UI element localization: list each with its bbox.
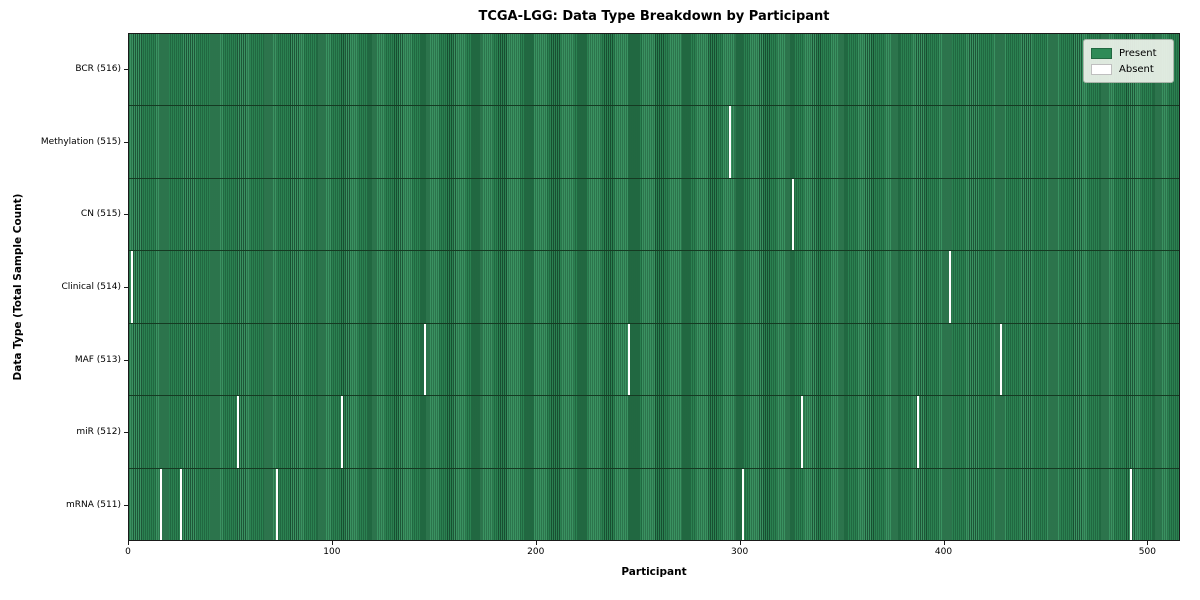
absent-stripe — [916, 396, 919, 468]
absent-stripe — [792, 178, 795, 251]
absent-stripe — [159, 468, 162, 540]
y-tick-label: BCR (516) — [75, 64, 121, 75]
legend-label-present: Present — [1119, 47, 1157, 59]
legend: Present Absent — [1083, 39, 1174, 83]
x-tick-label: 500 — [1138, 547, 1156, 557]
absent-swatch-icon — [1091, 63, 1112, 75]
y-tick-mark — [124, 141, 128, 143]
y-tick-mark — [124, 287, 128, 288]
y-tick-mark — [124, 432, 128, 434]
x-tick-label: 0 — [125, 547, 131, 557]
absent-stripe — [627, 323, 630, 396]
y-tick-mark — [124, 69, 128, 71]
absent-stripe — [999, 323, 1003, 396]
x-tick-mark — [331, 541, 333, 545]
x-tick-mark — [943, 541, 945, 545]
y-tick-mark — [124, 214, 128, 216]
absent-stripe — [741, 468, 744, 540]
heatmap-row-mrna — [129, 467, 1179, 540]
heatmap-plot-area — [128, 33, 1180, 541]
heatmap-row-bcr — [129, 34, 1179, 106]
absent-stripe — [179, 468, 182, 540]
x-tick-label: 300 — [731, 547, 749, 557]
absent-stripe — [131, 251, 134, 323]
absent-stripe — [800, 396, 803, 468]
absent-stripe — [340, 396, 343, 468]
y-tick-label: mRNA (511) — [66, 499, 121, 510]
heatmap-row-mir — [129, 395, 1179, 468]
heatmap-row-clinical — [129, 250, 1179, 323]
x-tick-mark — [1147, 541, 1149, 545]
present-swatch-icon — [1091, 47, 1112, 59]
absent-stripe — [275, 468, 278, 540]
x-axis-label: Participant — [621, 566, 687, 578]
y-tick-label: miR (512) — [76, 427, 121, 438]
y-tick-label: CN (515) — [80, 209, 121, 220]
legend-entry-absent: Absent — [1091, 61, 1166, 77]
legend-label-absent: Absent — [1119, 63, 1154, 75]
x-tick-label: 200 — [527, 547, 545, 557]
y-tick-mark — [124, 504, 128, 506]
absent-stripe — [1130, 468, 1133, 540]
absent-stripe — [729, 106, 732, 178]
y-tick-label: Clinical (514) — [61, 282, 121, 292]
heatmap-row-methylation — [129, 105, 1179, 178]
legend-entry-present: Present — [1091, 45, 1166, 61]
chart-title: TCGA-LGG: Data Type Breakdown by Partici… — [478, 9, 830, 24]
y-tick-mark — [124, 359, 128, 361]
x-tick-label: 100 — [323, 547, 341, 557]
heatmap-row-cn — [129, 177, 1179, 251]
absent-stripe — [424, 323, 427, 396]
x-tick-mark — [128, 541, 129, 545]
y-tick-label: Methylation (515) — [40, 136, 121, 147]
heatmap-row-maf — [129, 322, 1179, 396]
x-tick-mark — [739, 541, 741, 545]
absent-stripe — [236, 396, 239, 468]
x-tick-label: 400 — [934, 547, 953, 557]
y-tick-label: MAF (513) — [74, 354, 121, 365]
x-tick-mark — [535, 541, 537, 545]
absent-stripe — [949, 251, 952, 323]
